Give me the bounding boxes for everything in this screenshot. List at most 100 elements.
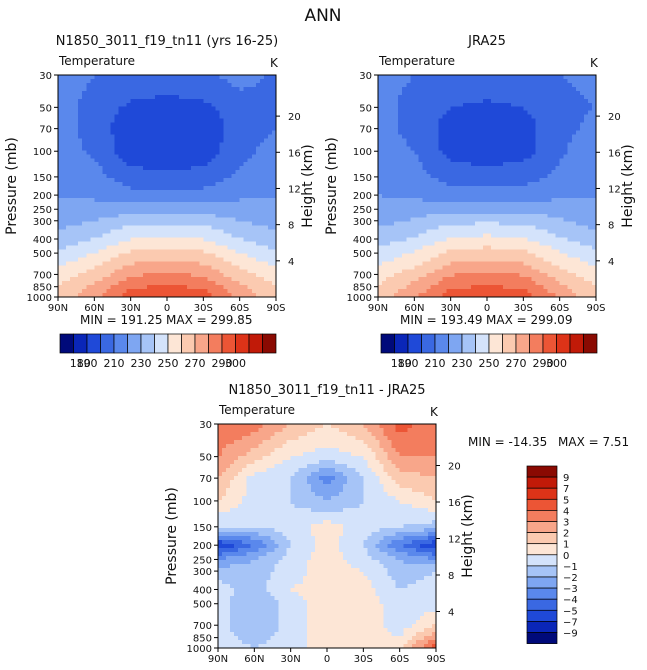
contour-cell [195,90,200,96]
contour-cell [134,281,140,286]
contour-cell [175,289,180,294]
contour-cell [414,110,419,116]
contour-cell [398,114,403,120]
contour-cell [382,78,387,84]
contour-cell [138,237,144,243]
contour-cell [142,154,148,159]
contour-cell [90,289,95,294]
contour-cell [567,126,573,132]
contour-cell [579,189,585,195]
contour-cell [62,201,67,207]
contour-cell [402,205,407,211]
contour-cell [450,118,456,124]
contour-cell [126,162,132,167]
contour-cell [167,265,172,270]
contour-cell [587,186,593,191]
contour-cell [243,138,249,143]
contour-cell [382,122,387,128]
contour-cell [267,182,273,187]
contour-cell [162,261,168,266]
contour-cell [110,75,116,80]
contour-cell [150,201,156,207]
contour-cell [478,154,484,159]
contour-cell [219,110,225,116]
contour-cell [118,134,124,140]
contour-cell [458,197,464,203]
contour-cell [134,170,140,175]
contour-cell [207,146,213,151]
contour-cell [211,257,217,262]
contour-cell [482,78,488,84]
contour-cell [78,178,83,183]
contour-cell [567,130,573,136]
contour-cell [98,273,104,278]
contour-cell [482,170,488,175]
contour-cell [539,94,545,100]
contour-cell [199,94,204,100]
contour-cell [247,201,253,207]
contour-cell [563,114,569,120]
contour-cell [587,75,593,80]
contour-cell [470,78,476,84]
contour-cell [171,75,176,80]
contour-cell [183,90,188,96]
contour-cell [418,213,424,219]
contour-cell [446,193,452,199]
contour-cell [482,166,488,171]
contour-cell [94,249,99,254]
contour-cell [98,106,104,112]
contour-cell [167,277,172,282]
contour-cell [390,75,395,80]
contour-cell [94,106,99,112]
contour-cell [543,209,549,215]
contour-cell [74,126,79,132]
contour-cell [110,102,116,108]
contour-cell [110,273,116,278]
contour-cell [98,277,104,282]
contour-cell [142,166,148,171]
contour-cell [118,106,124,112]
contour-cell [458,126,464,132]
contour-cell [523,197,528,203]
contour-cell [142,182,148,187]
contour-cell [183,245,188,251]
contour-cell [138,189,144,195]
contour-cell [382,158,387,163]
contour-cell [138,186,144,191]
contour-cell [183,174,188,179]
contour-cell [82,265,87,270]
contour-cell [150,182,156,187]
contour-cell [519,102,524,108]
contour-cell [559,154,565,159]
contour-cell [255,82,261,88]
contour-cell [462,162,468,167]
contour-cell [227,277,233,282]
contour-cell [414,182,419,187]
contour-cell [547,205,553,211]
contour-cell [255,261,261,266]
contour-cell [394,130,399,136]
contour-cell [207,205,213,211]
contour-cell [122,265,128,270]
contour-cell [219,265,225,270]
contour-cell [547,134,553,140]
contour-cell [563,94,569,100]
contour-cell [191,241,196,247]
contour-cell [515,166,520,171]
contour-cell [575,138,581,143]
contour-cell [138,257,144,262]
contour-cell [211,233,217,239]
contour-cell [82,126,87,132]
contour-cell [454,158,460,163]
pressure-tick-label: 150 [33,173,52,184]
contour-cell [378,110,383,116]
contour-cell [82,229,87,235]
contour-cell [567,94,573,100]
contour-cell [203,170,208,175]
contour-cell [515,86,520,92]
contour-cell [78,193,83,199]
contour-cell [122,273,128,278]
contour-cell [70,150,75,155]
contour-cell [523,209,528,215]
contour-cell [70,75,75,80]
